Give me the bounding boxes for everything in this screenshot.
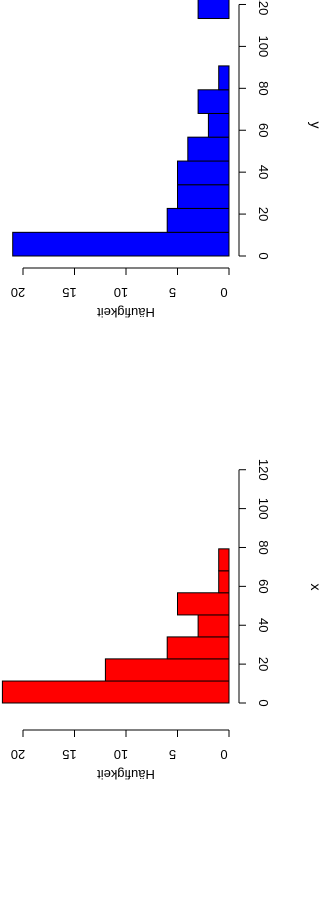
histogram-bar: [218, 65, 230, 91]
x-tick-label: 60: [256, 123, 271, 137]
histogram-bar: [177, 184, 230, 209]
x-tick-label: 100: [256, 36, 271, 58]
x-tick-label: 40: [256, 618, 271, 632]
x-tick-label: 20: [256, 207, 271, 221]
histogram-bar: [197, 614, 230, 638]
count-tick-label: 5: [169, 747, 176, 762]
count-axis-title: Häufigkeit: [97, 767, 155, 782]
x-tick-label: 80: [256, 81, 271, 95]
histogram-bar: [12, 231, 230, 257]
x-tick-label: 20: [256, 657, 271, 671]
x-tick-label: 120: [256, 459, 271, 481]
x-tick-label: 0: [256, 699, 271, 706]
histogram-bar: [197, 89, 230, 114]
histogram-panel-1: 0 20 40 60 80 100 120 y 0 5 10 15 20 Häufigkeit: [11, 0, 320, 320]
histogram-panel-2: 0 20 40 60 80 100 120 x 0 5 10 15 20 Häufigkeit: [1, 459, 320, 782]
histogram-bar: [207, 112, 230, 138]
x-axis-title: y: [308, 122, 320, 129]
count-tick-label: 10: [114, 747, 128, 762]
x-tick-label: 40: [256, 165, 271, 179]
x-axis-title: x: [308, 584, 320, 591]
histogram-bar: [218, 570, 230, 594]
histogram-bar: [1, 680, 230, 704]
histogram-bar: [166, 207, 230, 233]
histogram-bar: [104, 658, 230, 682]
count-tick-label: 10: [114, 285, 128, 300]
count-tick-label: 20: [11, 285, 25, 300]
count-tick-label: 15: [62, 747, 76, 762]
histogram-bar: [197, 0, 230, 20]
x-tick-label: 100: [256, 498, 271, 520]
x-tick-label: 0: [256, 252, 271, 259]
x-tick-label: 80: [256, 540, 271, 554]
count-tick-label: 5: [169, 285, 176, 300]
x-tick-label: 60: [256, 579, 271, 593]
histogram-bar: [218, 548, 230, 572]
histogram-bar: [177, 160, 230, 186]
histogram-bar: [177, 592, 230, 616]
count-axis-title: Häufigkeit: [97, 305, 155, 320]
histogram-bar: [166, 636, 230, 660]
x-tick-label: 120: [256, 0, 271, 15]
count-tick-label: 0: [220, 285, 227, 300]
count-tick-label: 20: [11, 747, 25, 762]
count-tick-label: 0: [220, 747, 227, 762]
histogram-bar: [187, 136, 230, 162]
count-tick-label: 15: [62, 285, 76, 300]
